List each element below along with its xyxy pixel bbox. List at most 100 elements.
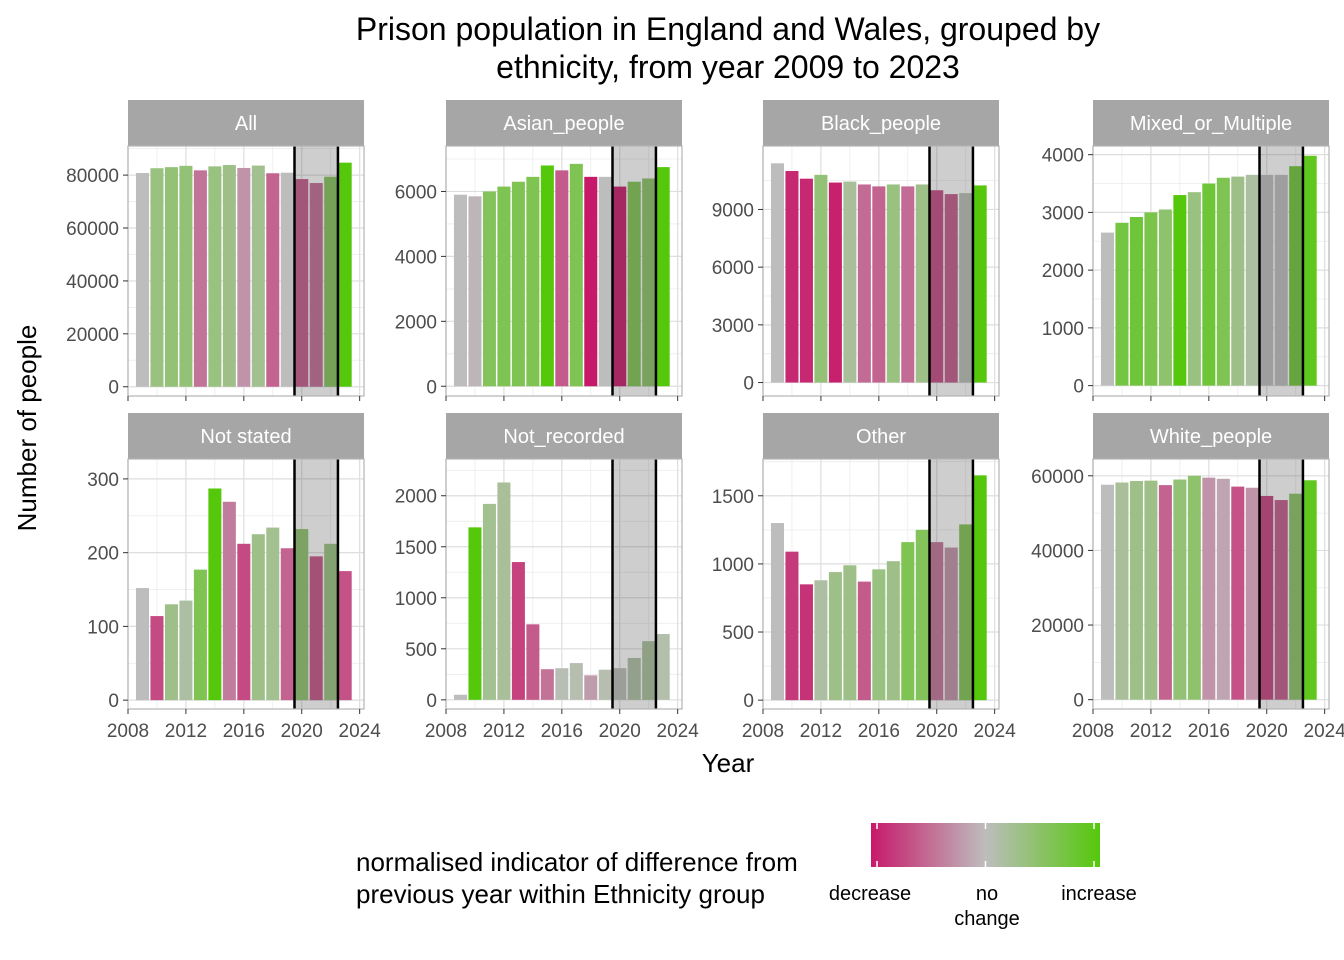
- bar: [843, 565, 857, 701]
- legend-label-line: decrease: [829, 883, 911, 905]
- shaded-interval: [294, 459, 338, 709]
- bar: [453, 694, 467, 700]
- shaded-interval: [929, 146, 973, 396]
- shaded-interval: [929, 459, 973, 709]
- bar: [1202, 183, 1216, 386]
- bar: [280, 548, 294, 701]
- facet-panels: All020000400006000080000Asian_people0200…: [66, 100, 1344, 742]
- y-tick-label: 1000: [395, 589, 437, 610]
- bar: [1100, 484, 1114, 700]
- bar: [526, 176, 540, 387]
- bar: [857, 581, 871, 701]
- facet-panel-asian-people: Asian_people 0 2000 4000 6000: [395, 100, 683, 401]
- y-tick-label: 1500: [395, 538, 437, 559]
- legend-label-line: increase: [1061, 883, 1137, 905]
- x-tick-label: 2024: [1304, 721, 1344, 742]
- x-tick-label: 2020: [281, 721, 323, 742]
- bar: [251, 165, 265, 387]
- bar: [497, 482, 511, 700]
- y-tick-label: 2000: [1042, 261, 1084, 282]
- x-tick-label: 2024: [339, 721, 382, 742]
- bar: [526, 624, 540, 700]
- y-tick-label: 0: [1073, 377, 1084, 398]
- bar: [1202, 477, 1216, 700]
- bar: [468, 196, 482, 387]
- bar: [770, 523, 784, 701]
- bar: [1260, 495, 1274, 700]
- y-tick-label: 500: [405, 640, 437, 661]
- y-tick-label: 60000: [66, 219, 119, 240]
- bar: [338, 571, 352, 701]
- bar: [598, 669, 612, 700]
- bar: [1129, 217, 1143, 386]
- bar: [857, 184, 871, 383]
- bar: [208, 166, 222, 387]
- bar: [1158, 485, 1172, 700]
- panel-border: [762, 458, 1000, 710]
- y-tick-label: 1000: [1042, 319, 1084, 340]
- bar: [1289, 166, 1303, 386]
- bar: [944, 547, 958, 701]
- bar: [1144, 480, 1158, 700]
- bar: [179, 600, 193, 701]
- y-tick-label: 2000: [395, 312, 437, 333]
- facet-strip: [1093, 100, 1329, 146]
- y-tick-label: 0: [743, 691, 754, 712]
- facet-strip: [128, 413, 364, 459]
- y-tick-label: 6000: [395, 182, 437, 203]
- facet-strip: [763, 100, 999, 146]
- x-tick-label: 2012: [483, 721, 525, 742]
- y-tick-label: 80000: [66, 166, 119, 187]
- x-tick-label: 2020: [916, 721, 958, 742]
- bar: [613, 186, 627, 387]
- y-tick-label: 0: [1073, 691, 1084, 712]
- chart-title-line-1: Prison population in England and Wales, …: [356, 11, 1100, 47]
- y-tick-label: 1500: [712, 487, 754, 508]
- facet-strip-label: All: [235, 113, 257, 135]
- bar: [1245, 174, 1259, 386]
- facet-strip-label: Black_people: [821, 113, 941, 135]
- facet-strip-label: White_people: [1150, 426, 1272, 448]
- facet-panel-all: All 0 20000 40000 60000 80000: [66, 100, 365, 401]
- bar: [642, 178, 656, 387]
- y-tick-label: 6000: [712, 258, 754, 279]
- bar: [569, 663, 583, 700]
- panel-border: [127, 145, 365, 397]
- bar: [814, 580, 828, 701]
- bar: [150, 168, 164, 387]
- bar: [598, 176, 612, 387]
- bar: [540, 669, 554, 700]
- bar: [569, 163, 583, 387]
- bar: [208, 488, 222, 701]
- x-tick-label: 2016: [541, 721, 583, 742]
- bar: [164, 167, 178, 387]
- bar: [828, 572, 842, 701]
- bar: [150, 616, 164, 701]
- bar: [901, 186, 915, 383]
- x-tick-label: 2016: [858, 721, 900, 742]
- x-axis-title: Year: [702, 748, 755, 778]
- bar: [584, 675, 598, 700]
- bar: [944, 194, 958, 383]
- bar: [930, 542, 944, 701]
- facet-panel-other: Other 0 500 1000 1500 2008 2012 2016 2020 2024: [712, 413, 1016, 742]
- y-tick-label: 1000: [712, 555, 754, 576]
- bar: [785, 551, 799, 701]
- facet-strip: [128, 100, 364, 146]
- bar: [295, 179, 309, 387]
- bar: [511, 181, 525, 387]
- panel-border: [127, 458, 365, 710]
- bar: [193, 170, 207, 387]
- x-tick-label: 2024: [974, 721, 1017, 742]
- bar: [828, 182, 842, 383]
- bar: [627, 181, 641, 387]
- bar: [814, 174, 828, 383]
- legend-label-line: no: [976, 883, 998, 905]
- bar: [1216, 177, 1230, 386]
- shaded-interval: [1259, 459, 1303, 709]
- bar: [251, 534, 265, 701]
- bar: [497, 186, 511, 387]
- shaded-interval: [612, 459, 656, 709]
- bar: [1274, 174, 1288, 386]
